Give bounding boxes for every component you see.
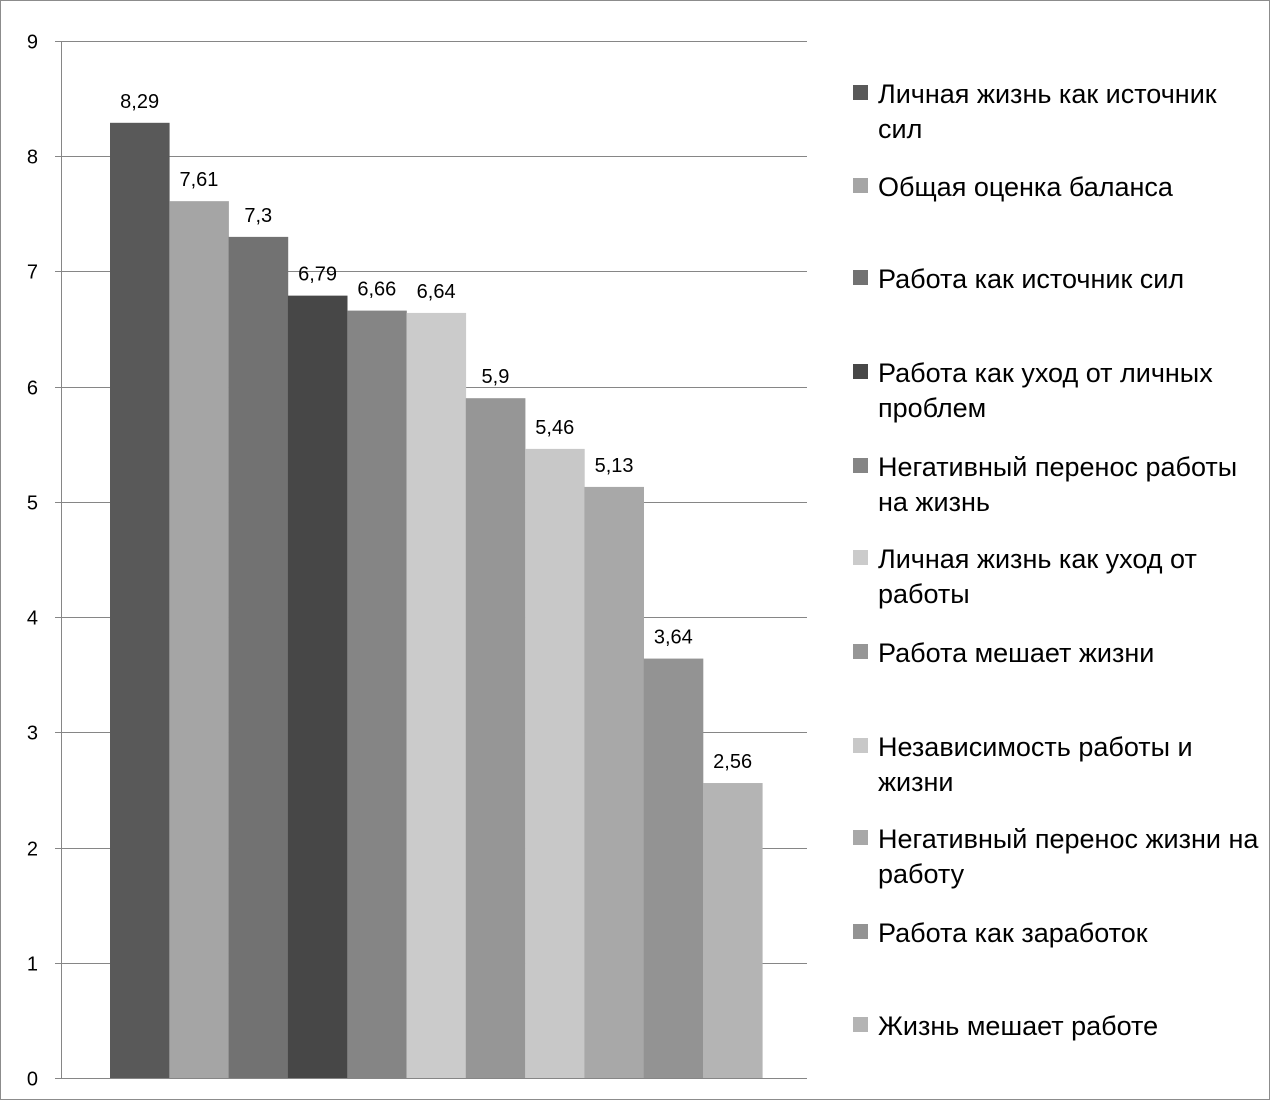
y-tick-label-9: 9 [27,32,38,54]
legend-label-2: Общая оценка баланса [878,172,1174,202]
legend-label-5: Негативный перенос работы на жизнь [878,452,1237,517]
legend-label-6: Личная жизнь как уход от работы [878,544,1197,609]
legend-swatch-5 [853,458,868,473]
legend-item-10: Работа как заработок [853,918,1148,948]
legend-item-11: Жизнь мешает работе [853,1011,1158,1041]
legend-item-5: Негативный перенос работы на жизнь [853,452,1237,517]
bar-10 [643,658,704,1078]
bar-7 [465,398,526,1078]
bar-2 [169,201,229,1079]
legend-label-11: Жизнь мешает работе [878,1011,1158,1041]
data-labels: 8,29 7,61 7,3 6,79 6,66 6,64 5,9 5,46 5,13 3,64 2,… [120,91,752,773]
data-label-4: 6,79 [298,264,337,286]
bar-9 [584,486,644,1078]
data-label-10: 3,64 [654,627,693,649]
legend-swatch-4 [853,364,868,379]
legend-label-1: Личная жизнь как источник сил [878,79,1217,144]
bars [110,122,763,1079]
legend-swatch-1 [853,85,868,100]
legend-item-2: Общая оценка баланса [853,172,1174,202]
legend-swatch-3 [853,270,868,285]
y-tick-label-6: 6 [27,378,38,400]
legend-label-7: Работа мешает жизни [878,638,1154,668]
legend-swatch-9 [853,830,868,845]
legend-swatch-2 [853,178,868,193]
y-tick-label-0: 0 [27,1069,38,1091]
legend-item-1: Личная жизнь как источник сил [853,79,1217,144]
legend-label-9: Негативный перенос жизни на работу [878,824,1259,889]
y-tick-label-7: 7 [27,262,38,284]
legend-label-8: Независимость работы и жизни [878,732,1193,797]
y-tick-labels: 0 1 2 3 4 5 6 7 8 9 [27,32,38,1091]
y-tick-label-1: 1 [27,954,38,976]
bar-3 [228,236,289,1078]
legend-label-10: Работа как заработок [878,918,1148,948]
bar-1 [110,122,170,1078]
legend-swatch-6 [853,550,868,565]
data-label-8: 5,46 [535,417,574,439]
y-tick-label-5: 5 [27,493,38,515]
y-tick-label-3: 3 [27,723,38,745]
data-label-6: 6,64 [417,281,456,303]
bar-8 [525,448,585,1078]
legend-item-8: Независимость работы и жизни [853,732,1193,797]
data-label-7: 5,9 [482,366,510,388]
bar-11 [703,783,763,1078]
data-label-2: 7,61 [179,169,218,191]
bar-6 [406,312,467,1078]
bar-5 [347,310,407,1078]
legend-swatch-7 [853,644,868,659]
data-label-9: 5,13 [595,455,634,477]
y-tick-label-8: 8 [27,147,38,169]
bar-4 [287,295,348,1078]
legend-label-4: Работа как уход от личных проблем [878,358,1213,423]
legend: Личная жизнь как источник сил Общая оценка… [853,79,1259,1041]
data-label-11: 2,56 [713,751,752,773]
y-tick-label-2: 2 [27,839,38,861]
data-label-3: 7,3 [244,205,272,227]
data-label-1: 8,29 [120,91,159,113]
legend-swatch-10 [853,924,868,939]
data-label-5: 6,66 [357,279,396,301]
legend-label-3: Работа как источник сил [878,264,1184,294]
axes [55,41,807,1079]
legend-swatch-11 [853,1017,868,1032]
legend-swatch-8 [853,738,868,753]
y-tick-label-4: 4 [27,608,38,630]
legend-item-6: Личная жизнь как уход от работы [853,544,1197,609]
legend-item-7: Работа мешает жизни [853,638,1154,668]
legend-item-4: Работа как уход от личных проблем [853,358,1213,423]
legend-item-9: Негативный перенос жизни на работу [853,824,1259,889]
legend-item-3: Работа как источник сил [853,264,1184,294]
